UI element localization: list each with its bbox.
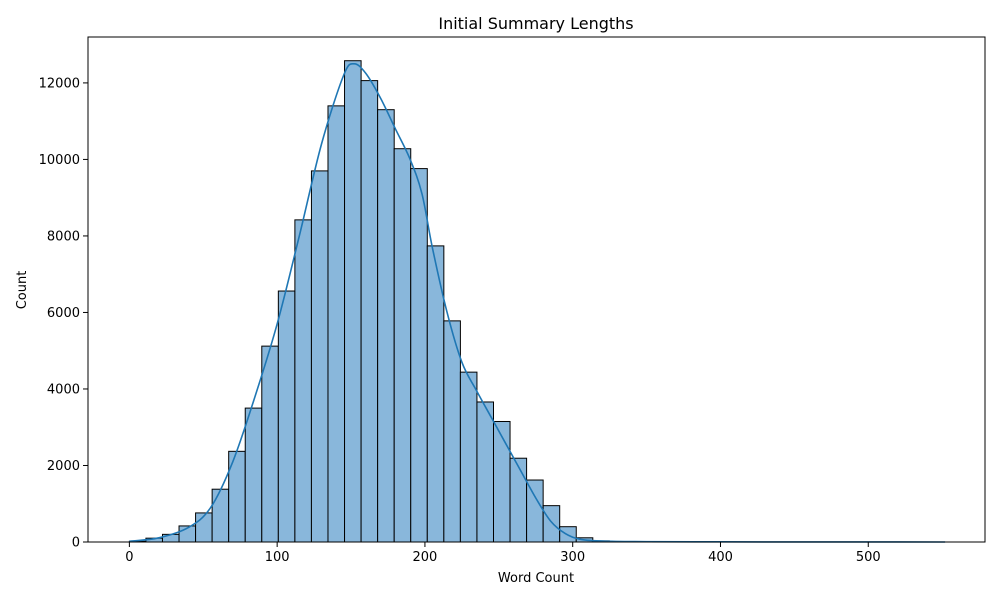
- y-axis-ticks: 0 2000 4000 6000 8000 10000 12000: [39, 76, 88, 551]
- x-tick-label: 400: [708, 550, 733, 565]
- kde-curve: [129, 62, 946, 543]
- histogram-bar: [492, 420, 511, 543]
- histogram-bar: [244, 407, 263, 543]
- x-tick-label: 0: [125, 550, 133, 565]
- x-axis-label: Word Count: [498, 571, 574, 586]
- y-tick-label: 8000: [47, 229, 80, 244]
- histogram-bar: [377, 109, 395, 543]
- bars-layer: [128, 60, 643, 543]
- x-tick-label: 100: [265, 550, 290, 565]
- histogram-bar: [360, 80, 379, 543]
- histogram-bar: [542, 505, 561, 543]
- histogram-bar: [211, 488, 230, 543]
- y-tick-label: 12000: [39, 76, 80, 91]
- x-tick-label: 300: [560, 550, 585, 565]
- histogram-bar: [459, 371, 478, 543]
- y-tick-label: 0: [72, 536, 80, 551]
- x-tick-label: 500: [856, 550, 881, 565]
- x-tick-label: 200: [413, 550, 438, 565]
- y-tick-label: 2000: [47, 459, 80, 474]
- y-tick-label: 10000: [39, 153, 80, 168]
- y-axis-label: Count: [15, 271, 30, 310]
- histogram-bar: [344, 60, 362, 543]
- histogram-bar: [261, 345, 279, 543]
- histogram-bar: [195, 512, 213, 543]
- histogram-bar: [310, 170, 329, 543]
- histogram-bar: [294, 219, 312, 543]
- histogram-bar: [410, 168, 428, 543]
- y-tick-label: 6000: [47, 306, 80, 321]
- axes-frame: [87, 36, 986, 543]
- histogram-bar: [277, 290, 296, 543]
- histogram-bar: [443, 320, 461, 543]
- y-tick-label: 4000: [47, 382, 80, 397]
- histogram-bar: [393, 148, 412, 543]
- x-axis-ticks: 0 100 200 300 400 500: [125, 542, 881, 565]
- histogram-bar: [526, 479, 544, 543]
- chart-title: Initial Summary Lengths: [438, 14, 633, 33]
- histogram-bar: [327, 105, 346, 543]
- histogram-bar: [509, 457, 528, 543]
- histogram-bar: [476, 401, 494, 543]
